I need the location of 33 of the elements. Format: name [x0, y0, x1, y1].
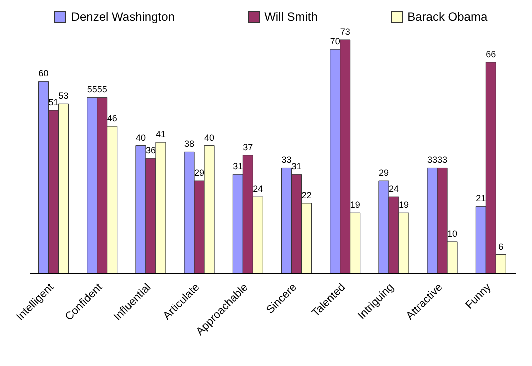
- data-label: 24: [253, 184, 264, 194]
- legend-label: Denzel Washington: [71, 10, 175, 24]
- data-label: 60: [38, 68, 49, 79]
- data-label: 22: [302, 190, 312, 200]
- data-label: 73: [340, 27, 350, 37]
- legend-label: Barack Obama: [408, 10, 488, 24]
- data-label: 40: [136, 132, 146, 143]
- data-label: 51: [48, 98, 59, 108]
- data-label: 31: [292, 162, 302, 172]
- data-label: 38: [184, 139, 195, 150]
- data-label: 6: [498, 242, 504, 252]
- data-label: 19: [350, 200, 360, 210]
- data-label: 36: [146, 146, 156, 156]
- data-label: 55: [97, 84, 108, 95]
- data-label: 31: [233, 162, 244, 172]
- data-label: 66: [486, 49, 496, 60]
- data-label: 29: [378, 168, 389, 178]
- data-label: 37: [243, 142, 254, 152]
- data-label: 33: [438, 155, 448, 166]
- data-label: 41: [156, 130, 166, 140]
- data-label: 33: [428, 155, 438, 166]
- data-label: 19: [398, 200, 409, 210]
- legend-label: Will Smith: [264, 10, 318, 24]
- data-label: 24: [388, 184, 399, 194]
- data-label: 33: [282, 155, 292, 166]
- data-label: 53: [58, 91, 69, 102]
- data-label: 21: [476, 194, 486, 204]
- data-label: 70: [330, 36, 340, 47]
- data-label: 40: [204, 132, 215, 143]
- data-label: 29: [194, 168, 205, 178]
- data-label: 55: [87, 84, 98, 95]
- data-label: 46: [107, 114, 118, 124]
- data-label: 10: [448, 228, 458, 239]
